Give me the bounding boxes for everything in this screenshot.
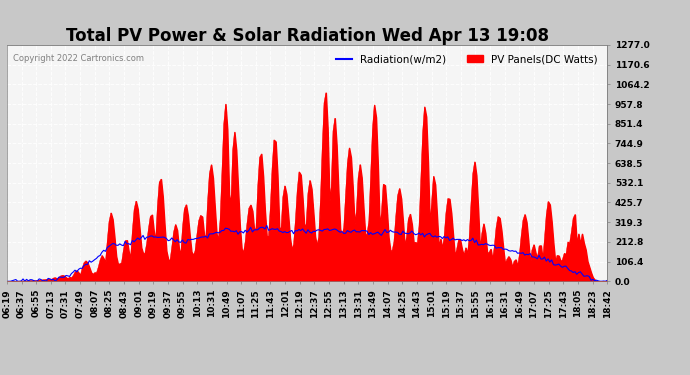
Title: Total PV Power & Solar Radiation Wed Apr 13 19:08: Total PV Power & Solar Radiation Wed Apr…	[66, 27, 549, 45]
Text: Copyright 2022 Cartronics.com: Copyright 2022 Cartronics.com	[13, 54, 144, 63]
Legend: Radiation(w/m2), PV Panels(DC Watts): Radiation(w/m2), PV Panels(DC Watts)	[332, 50, 602, 69]
